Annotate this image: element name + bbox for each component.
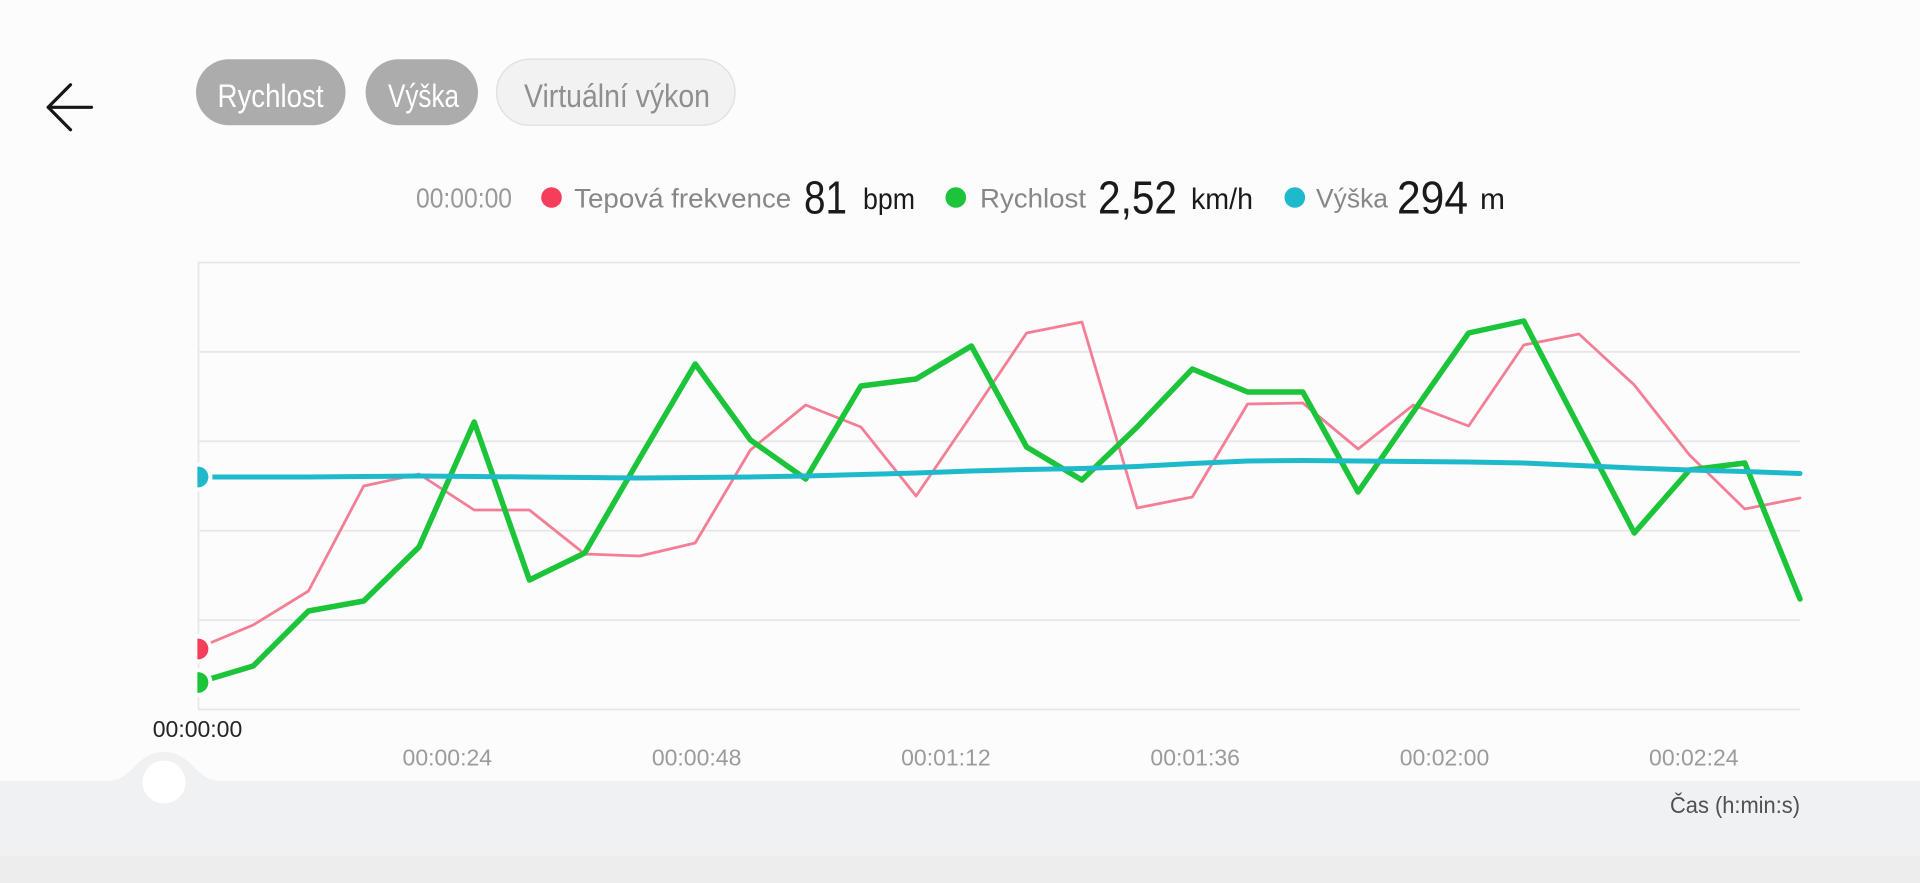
svg-text:m: m (1480, 183, 1505, 216)
svg-text:bpm: bpm (863, 183, 915, 216)
svg-text:00:01:12: 00:01:12 (901, 745, 991, 771)
svg-text:00:00:24: 00:00:24 (403, 745, 493, 771)
svg-text:00:00:48: 00:00:48 (652, 745, 742, 771)
svg-text:Výška: Výška (1316, 183, 1389, 213)
svg-text:00:00:00: 00:00:00 (416, 182, 512, 213)
svg-text:km/h: km/h (1191, 183, 1253, 216)
svg-text:Výška: Výška (388, 78, 459, 114)
svg-text:Čas (h:min:s): Čas (h:min:s) (1670, 791, 1800, 818)
svg-text:00:02:00: 00:02:00 (1400, 745, 1490, 771)
svg-text:2,52: 2,52 (1098, 171, 1177, 223)
svg-text:Rychlost: Rychlost (980, 183, 1087, 213)
svg-text:Rychlost: Rychlost (218, 78, 324, 114)
svg-text:00:01:36: 00:01:36 (1150, 745, 1240, 771)
svg-text:294: 294 (1397, 171, 1468, 223)
svg-text:00:02:24: 00:02:24 (1649, 745, 1739, 771)
svg-text:Virtuální výkon: Virtuální výkon (524, 78, 710, 114)
svg-text:Tepová frekvence: Tepová frekvence (574, 183, 791, 213)
svg-text:00:00:00: 00:00:00 (153, 716, 243, 742)
svg-text:81: 81 (804, 171, 847, 223)
